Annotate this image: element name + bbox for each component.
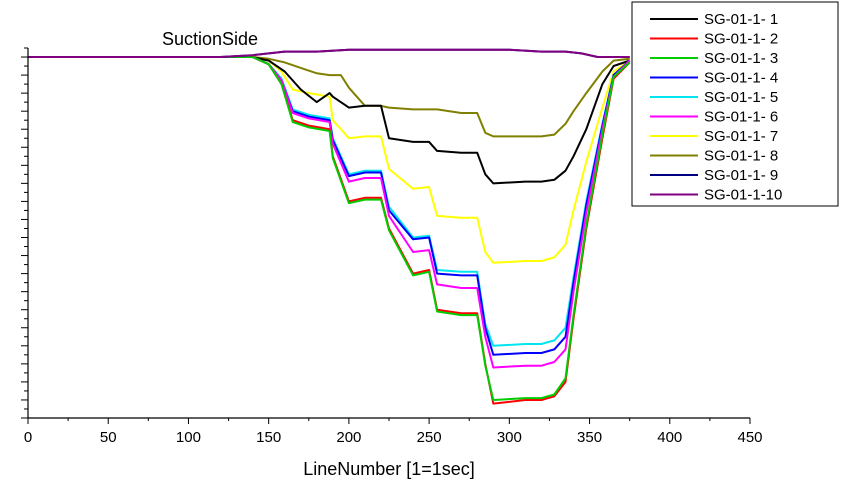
legend-label: SG-01-1-10 bbox=[704, 187, 782, 204]
x-tick-label: 450 bbox=[737, 429, 762, 446]
legend-label: SG-01-1- 4 bbox=[704, 70, 778, 87]
legend: SG-01-1- 1 SG-01-1- 2 SG-01-1- 3 SG-01-1- 4… bbox=[631, 1, 839, 207]
chart-title: SuctionSide bbox=[162, 29, 258, 49]
legend-label: SG-01-1- 8 bbox=[704, 148, 778, 165]
legend-label: SG-01-1- 9 bbox=[704, 167, 778, 184]
series-line-6 bbox=[28, 56, 631, 369]
x-tick-label: 50 bbox=[100, 429, 117, 446]
plot-area bbox=[28, 48, 631, 405]
series-line-4 bbox=[28, 56, 631, 356]
x-axis-label: LineNumber [1=1sec] bbox=[303, 459, 475, 479]
x-axis: 0 50 100 150 200 250 300 350 400 450 bbox=[24, 417, 763, 446]
x-tick-label: 300 bbox=[497, 429, 522, 446]
x-tick-label: 400 bbox=[657, 429, 682, 446]
legend-label: SG-01-1- 5 bbox=[704, 89, 778, 106]
legend-label: SG-01-1- 2 bbox=[704, 31, 778, 48]
series-line-7 bbox=[28, 56, 631, 264]
series-line-10 bbox=[28, 48, 630, 58]
series-line-1 bbox=[28, 56, 631, 185]
x-tick-label: 0 bbox=[24, 429, 32, 446]
x-tick-label: 100 bbox=[176, 429, 201, 446]
x-tick-label: 350 bbox=[577, 429, 602, 446]
series-line-3 bbox=[28, 56, 631, 401]
legend-label: SG-01-1- 1 bbox=[704, 11, 778, 28]
legend-label: SG-01-1- 7 bbox=[704, 128, 778, 145]
legend-box bbox=[631, 1, 839, 207]
x-tick-label: 250 bbox=[417, 429, 442, 446]
x-tick-label: 200 bbox=[336, 429, 361, 446]
y-axis bbox=[21, 47, 29, 419]
x-tick-label: 150 bbox=[256, 429, 281, 446]
series-line-8 bbox=[28, 56, 630, 138]
legend-label: SG-01-1- 3 bbox=[704, 50, 778, 67]
legend-label: SG-01-1- 6 bbox=[704, 109, 778, 126]
